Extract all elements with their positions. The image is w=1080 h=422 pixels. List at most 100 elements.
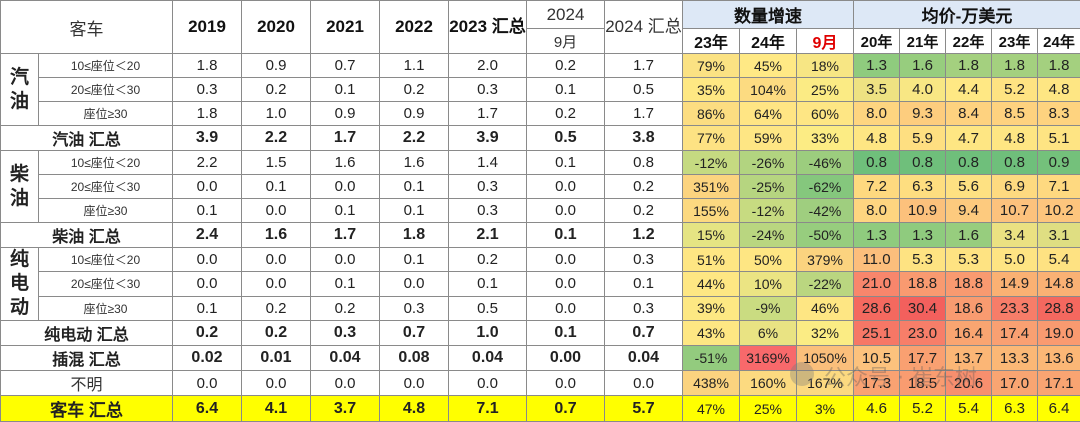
growth-col-header: 9月 (797, 29, 854, 54)
price-cell: 5.4 (946, 396, 992, 422)
price-cell: 8.0 (854, 199, 900, 223)
volume-cell: 0.1 (380, 248, 449, 272)
price-cell: 8.5 (992, 102, 1038, 126)
growth-cell: -12% (683, 151, 740, 175)
volume-cell: 0.08 (380, 346, 449, 371)
price-cell: 5.9 (900, 126, 946, 151)
volume-cell: 0.04 (311, 346, 380, 371)
price-cell: 1.8 (946, 54, 992, 78)
row-label: 插混 汇总 (1, 346, 173, 371)
price-cell: 1.8 (1038, 54, 1080, 78)
seat-range-label: 10≤座位＜20 (39, 54, 173, 78)
volume-cell: 1.7 (605, 102, 683, 126)
price-cell: 17.3 (854, 371, 900, 396)
volume-cell: 0.1 (380, 199, 449, 223)
price-cell: 1.6 (946, 223, 992, 248)
price-cell: 5.2 (900, 396, 946, 422)
volume-cell: 0.3 (605, 248, 683, 272)
price-col-header: 22年 (946, 29, 992, 54)
volume-cell: 0.2 (242, 296, 311, 320)
price-col-header: 23年 (992, 29, 1038, 54)
growth-cell: 438% (683, 371, 740, 396)
price-cell: 8.4 (946, 102, 992, 126)
month-sub-header: 9月 (527, 29, 605, 54)
price-cell: 0.8 (946, 151, 992, 175)
price-cell: 0.8 (900, 151, 946, 175)
price-cell: 1.8 (992, 54, 1038, 78)
volume-cell: 0.3 (380, 296, 449, 320)
volume-cell: 0.0 (527, 296, 605, 320)
year-header: 2019 (173, 1, 242, 54)
growth-group-header: 数量增速 (683, 1, 854, 29)
volume-cell: 0.5 (605, 78, 683, 102)
volume-cell: 1.6 (242, 223, 311, 248)
price-cell: 11.0 (854, 248, 900, 272)
volume-cell: 1.7 (311, 126, 380, 151)
volume-cell: 2.0 (449, 54, 527, 78)
volume-cell: 3.9 (173, 126, 242, 151)
price-cell: 1.6 (900, 54, 946, 78)
growth-cell: 3% (797, 396, 854, 422)
category-label: 纯电动 (1, 248, 39, 321)
price-cell: 21.0 (854, 272, 900, 296)
volume-cell: 0.0 (311, 175, 380, 199)
volume-cell: 0.0 (173, 371, 242, 396)
volume-cell: 2.1 (449, 223, 527, 248)
year-header: 2022 (380, 1, 449, 54)
volume-cell: 0.7 (311, 54, 380, 78)
price-cell: 18.5 (900, 371, 946, 396)
growth-cell: 39% (683, 296, 740, 320)
growth-cell: 379% (797, 248, 854, 272)
price-cell: 28.6 (854, 296, 900, 320)
volume-cell: 7.1 (449, 396, 527, 422)
category-label: 柴油 (1, 151, 39, 223)
growth-cell: 25% (797, 78, 854, 102)
row-label: 不明 (1, 371, 173, 396)
growth-cell: 15% (683, 223, 740, 248)
growth-col-header: 23年 (683, 29, 740, 54)
volume-cell: 0.1 (527, 321, 605, 346)
volume-cell: 0.2 (311, 296, 380, 320)
price-cell: 4.6 (854, 396, 900, 422)
seat-range-label: 10≤座位＜20 (39, 248, 173, 272)
price-cell: 0.9 (1038, 151, 1080, 175)
growth-cell: -24% (740, 223, 797, 248)
price-cell: 4.7 (946, 126, 992, 151)
volume-cell: 0.3 (173, 78, 242, 102)
volume-cell: 0.0 (449, 371, 527, 396)
volume-cell: 1.7 (449, 102, 527, 126)
price-cell: 28.8 (1038, 296, 1080, 320)
volume-cell: 0.0 (173, 175, 242, 199)
volume-cell: 1.6 (311, 151, 380, 175)
volume-cell: 0.04 (605, 346, 683, 371)
price-cell: 17.0 (992, 371, 1038, 396)
price-col-header: 24年 (1038, 29, 1080, 54)
price-cell: 17.1 (1038, 371, 1080, 396)
volume-cell: 0.0 (242, 248, 311, 272)
price-cell: 4.8 (1038, 78, 1080, 102)
price-cell: 4.0 (900, 78, 946, 102)
growth-cell: 47% (683, 396, 740, 422)
volume-cell: 0.0 (527, 371, 605, 396)
price-cell: 13.7 (946, 346, 992, 371)
volume-cell: 3.9 (449, 126, 527, 151)
volume-cell: 1.8 (173, 54, 242, 78)
growth-cell: 155% (683, 199, 740, 223)
price-cell: 23.3 (992, 296, 1038, 320)
growth-cell: 3169% (740, 346, 797, 371)
growth-col-header: 24年 (740, 29, 797, 54)
price-cell: 17.4 (992, 321, 1038, 346)
price-group-header: 均价-万美元 (854, 1, 1080, 29)
growth-cell: -26% (740, 151, 797, 175)
volume-cell: 0.01 (242, 346, 311, 371)
price-cell: 13.3 (992, 346, 1038, 371)
volume-cell: 0.3 (449, 78, 527, 102)
volume-cell: 0.2 (605, 199, 683, 223)
seat-range-label: 20≤座位＜30 (39, 78, 173, 102)
price-cell: 14.9 (992, 272, 1038, 296)
growth-cell: 44% (683, 272, 740, 296)
